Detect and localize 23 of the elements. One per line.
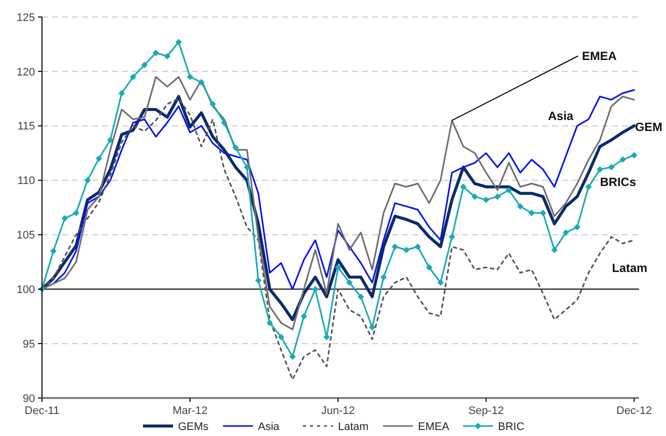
x-tick-label: Mar-12 (172, 405, 208, 417)
y-tick-label: 110 (17, 175, 35, 188)
legend-label: Asia (258, 420, 280, 433)
x-tick-label: Sep-12 (468, 405, 504, 417)
y-tick-label: 125 (16, 12, 35, 24)
annotation: Latam (612, 261, 648, 276)
y-tick-label: 120 (16, 66, 35, 78)
annotation: Asia (548, 109, 574, 124)
y-tick-label: 90 (22, 392, 35, 405)
y-tick-label: 105 (16, 230, 35, 242)
y-tick-label: 100 (16, 284, 35, 296)
legend-label: Latam (338, 420, 369, 433)
x-tick-label: Dec-12 (616, 405, 652, 417)
annotation: EMEA (582, 49, 618, 64)
y-tick-label: 115 (17, 120, 35, 133)
x-tick-label: Dec-11 (24, 405, 60, 417)
legend-label: BRIC (498, 420, 524, 433)
x-tick-label: Jun-12 (321, 405, 355, 417)
y-tick-label: 95 (22, 338, 35, 350)
annotation: BRICs (600, 175, 636, 190)
annotation: GEM (635, 120, 662, 134)
legend-label: GEMs (178, 420, 210, 433)
legend-label: EMEA (418, 420, 450, 433)
